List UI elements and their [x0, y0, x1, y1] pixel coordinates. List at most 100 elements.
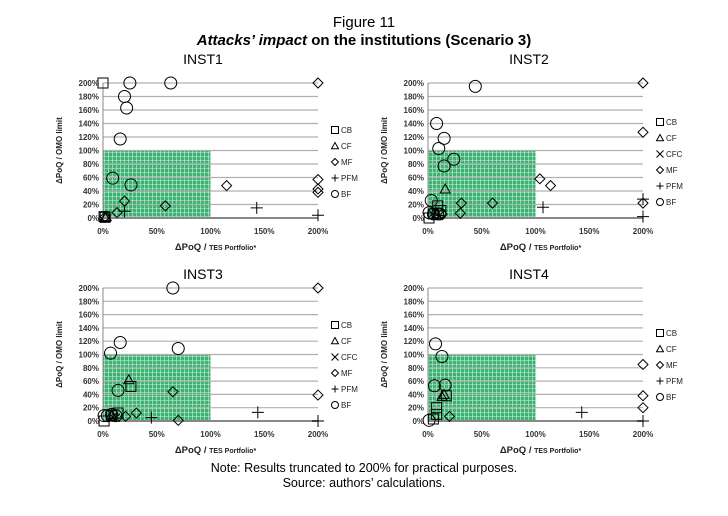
point-pfm	[537, 201, 550, 214]
safe-zone	[428, 150, 536, 218]
point-bf	[433, 207, 447, 221]
y-tick-label: 200%	[404, 79, 424, 88]
point-bf	[111, 383, 125, 397]
legend-marker-pfm	[656, 182, 664, 190]
legend-label-bf: BF	[341, 401, 351, 410]
y-tick-label: 160%	[404, 106, 424, 115]
y-tick-label: 140%	[404, 120, 424, 129]
point-bf	[426, 207, 440, 221]
point-bf	[171, 342, 185, 356]
y-tick-label: 100%	[79, 351, 99, 360]
point-mf	[312, 389, 324, 401]
y-tick-label: 120%	[79, 337, 99, 346]
legend-marker-cf	[330, 141, 340, 150]
legend-label-cb: CB	[666, 329, 677, 338]
legend-label-pfm: PFM	[666, 182, 683, 191]
y-tick-label: 20%	[408, 201, 424, 210]
note-text: Note: Results truncated to 200% for prac…	[210, 461, 518, 475]
legend-marker-mf	[330, 368, 340, 378]
x-tick-label: 50%	[149, 227, 165, 236]
figure-subtitle-italic: Attacks’ impact	[196, 32, 308, 49]
legend-label-mf: MF	[341, 158, 353, 167]
x-tick-label: 150%	[254, 227, 274, 236]
point-cf	[438, 388, 450, 399]
point-bf	[109, 409, 123, 423]
x-tick-label: 200%	[633, 227, 653, 236]
legend-marker-cb	[656, 118, 664, 126]
legend-label-mf: MF	[666, 166, 678, 175]
x-tick-label: 0%	[422, 227, 434, 236]
y-tick-label: 140%	[79, 324, 99, 333]
point-mf	[312, 183, 324, 195]
y-tick-label: 160%	[79, 311, 99, 320]
point-bf	[123, 76, 137, 90]
point-mf	[534, 173, 546, 185]
point-mf	[99, 210, 111, 223]
y-tick-label: 0%	[412, 417, 424, 426]
figure-label: Figure 11	[332, 14, 396, 31]
point-mf	[312, 77, 324, 89]
point-cb	[423, 212, 435, 224]
y-tick-label: 100%	[404, 351, 424, 360]
point-cf	[439, 182, 452, 194]
y-tick-label: 200%	[79, 284, 99, 293]
point-cb	[125, 380, 137, 392]
point-cf	[436, 390, 448, 401]
legend-marker-bf	[331, 190, 339, 198]
x-tick-label: 0%	[97, 430, 109, 439]
y-axis-label: ΔPoQ / OMO limit	[380, 321, 389, 388]
y-tick-label: 140%	[404, 324, 424, 333]
y-tick-label: 20%	[83, 201, 99, 210]
y-tick-label: 160%	[404, 311, 424, 320]
y-tick-label: 80%	[83, 160, 99, 169]
point-cb	[431, 402, 443, 414]
point-bf	[113, 132, 127, 146]
x-tick-label: 200%	[308, 227, 328, 236]
legend-label-cf: CF	[666, 345, 677, 354]
y-tick-label: 40%	[83, 390, 99, 399]
scatter-chart-inst3: 0% 20% 40% 60% 80% 100% 120% 140% 160% 180% 200% 0%…	[55, 281, 358, 456]
point-bf	[106, 171, 120, 185]
source-text: Source: authors’ calculations.	[282, 476, 446, 490]
legend-label-cb: CB	[666, 118, 677, 127]
legend-marker-pfm	[331, 385, 339, 393]
point-bf	[427, 379, 441, 393]
x-tick-label: 100%	[525, 227, 545, 236]
point-bf	[166, 281, 180, 295]
y-tick-label: 120%	[404, 133, 424, 142]
point-mf	[172, 414, 184, 427]
point-pfm	[312, 209, 324, 222]
legend-label-cfc: CFC	[666, 150, 683, 159]
legend-marker-cb	[656, 329, 664, 337]
scatter-chart-inst4: 0% 20% 40% 60% 80% 100% 120% 140% 160% 180% 200% 0%…	[380, 284, 683, 456]
legend-marker-mf	[655, 165, 665, 175]
y-tick-label: 60%	[408, 377, 424, 386]
legend-label-cb: CB	[341, 321, 352, 330]
point-mf	[454, 207, 466, 219]
legend-label-pfm: PFM	[341, 174, 358, 183]
point-bf	[424, 193, 438, 207]
point-bf	[120, 101, 134, 115]
point-bf	[113, 336, 127, 350]
legend-marker-bf	[331, 401, 339, 409]
y-tick-label: 160%	[79, 106, 99, 115]
y-tick-label: 0%	[87, 214, 99, 223]
x-tick-label: 200%	[308, 430, 328, 439]
y-tick-label: 180%	[79, 297, 99, 306]
x-tick-label: 50%	[474, 430, 490, 439]
point-mf	[637, 358, 649, 371]
x-axis-label: ΔPoQ / TES Portfolio*	[175, 445, 257, 456]
y-axis-label: ΔPoQ / OMO limit	[55, 321, 64, 388]
point-mf	[159, 200, 172, 212]
y-tick-label: 200%	[79, 79, 99, 88]
figure-subtitle: Attacks’ impact on the institutions (Sce…	[0, 32, 728, 49]
point-mf	[637, 401, 649, 414]
legend-label-mf: MF	[666, 361, 678, 370]
point-pfm	[575, 406, 588, 419]
point-bf	[435, 349, 449, 363]
x-tick-label: 150%	[579, 227, 599, 236]
panel-title-inst1: INST1	[183, 51, 223, 67]
legend-label-cfc: CFC	[341, 353, 358, 362]
legend-marker-cf	[655, 133, 665, 142]
